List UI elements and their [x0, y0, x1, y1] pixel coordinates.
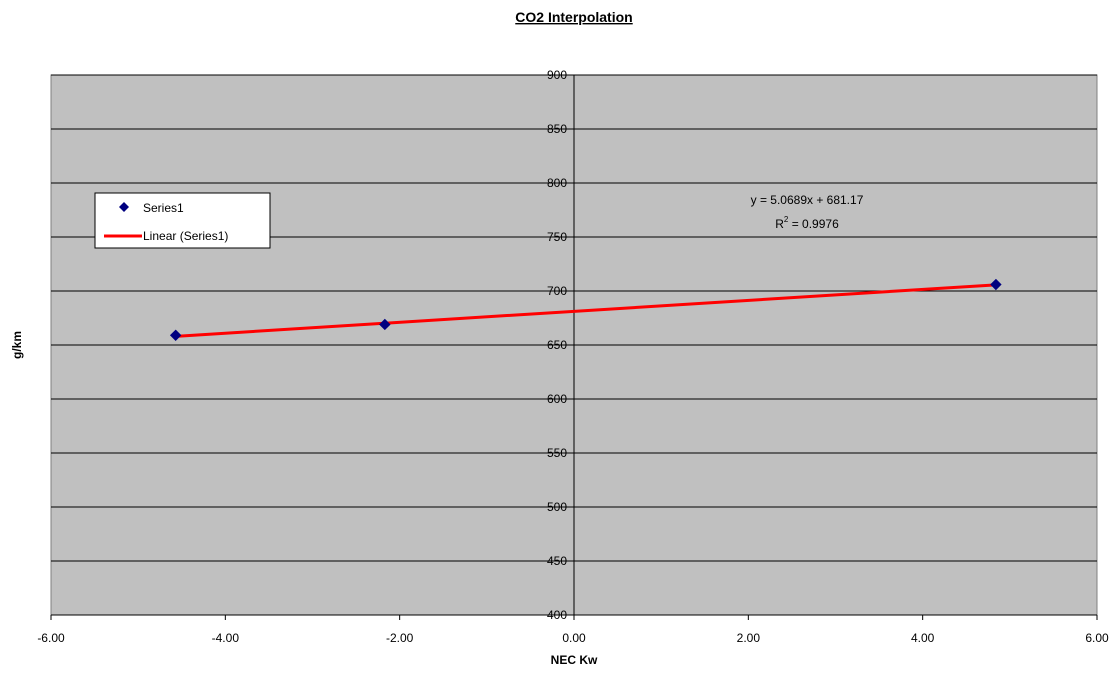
data-point: [169, 329, 182, 341]
y-tick-label: 600: [547, 392, 567, 406]
y-tick-label: 850: [547, 122, 567, 136]
x-tick-label: 2.00: [737, 631, 761, 645]
r-squared-label: R: [775, 217, 784, 231]
x-tick-label: -2.00: [386, 631, 414, 645]
x-tick-label: -6.00: [37, 631, 65, 645]
data-point: [379, 318, 391, 331]
trendline-equation: y = 5.0689x + 681.17 R2 = 0.9976: [751, 193, 864, 231]
x-axis: -6.00 -4.00 -2.00 0.00 2.00 4.00 6.00: [37, 614, 1109, 645]
x-tick-label: 6.00: [1085, 631, 1109, 645]
y-tick-label: 800: [547, 176, 567, 190]
trendline-line: [175, 283, 996, 338]
legend-trendline-label: Linear (Series1): [143, 229, 228, 243]
x-tick-label: -4.00: [212, 631, 240, 645]
equation-text: y = 5.0689x + 681.17: [751, 193, 864, 207]
legend-series1-label: Series1: [143, 201, 184, 215]
trendline: [175, 283, 996, 338]
x-tick-label: 0.00: [562, 631, 586, 645]
r-squared-exponent: 2: [784, 215, 789, 224]
legend-series1-marker: [119, 202, 129, 212]
y-tick-label: 550: [547, 446, 567, 460]
chart-title: CO2 Interpolation: [515, 9, 632, 25]
data-points: [169, 278, 1002, 341]
y-tick-label: 700: [547, 284, 567, 298]
y-tick-label: 450: [547, 554, 567, 568]
r-squared-value: = 0.9976: [788, 217, 839, 231]
x-axis-title: NEC Kw: [551, 653, 598, 667]
legend: Series1 Linear (Series1): [94, 192, 271, 249]
r-squared-text: R2 = 0.9976: [775, 215, 839, 231]
data-point: [990, 278, 1002, 291]
y-axis-title: g/km: [10, 331, 24, 359]
x-tick-label: 4.00: [911, 631, 935, 645]
y-tick-label: 900: [547, 68, 567, 82]
y-tick-label: 750: [547, 230, 567, 244]
y-tick-label: 650: [547, 338, 567, 352]
y-tick-label: 500: [547, 500, 567, 514]
